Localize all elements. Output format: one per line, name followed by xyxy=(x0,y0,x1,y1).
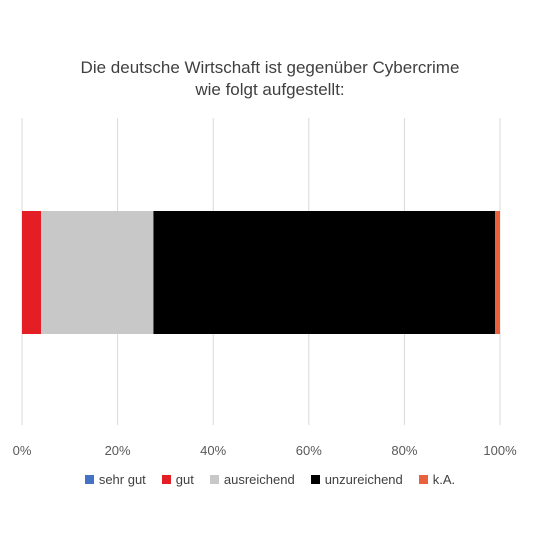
legend-swatch xyxy=(310,475,320,484)
legend-swatch xyxy=(418,475,428,484)
legend-label: sehr gut xyxy=(98,472,146,487)
legend-item: gut xyxy=(161,472,194,487)
x-tick-label: 0% xyxy=(13,443,32,458)
legend-label: gut xyxy=(175,472,194,487)
bar-segment-gut xyxy=(22,211,42,334)
bar-segment-ausreichend xyxy=(41,211,154,334)
x-tick-label: 20% xyxy=(105,443,131,458)
legend-swatch xyxy=(209,475,219,484)
legend-swatch xyxy=(84,475,94,484)
bar-segment-unzureichend xyxy=(153,211,496,334)
legend-swatch xyxy=(161,475,171,484)
x-tick-label: 80% xyxy=(391,443,417,458)
x-tick-label: 100% xyxy=(483,443,517,458)
legend: sehr gut gut ausreichend unzureichend k.A. xyxy=(0,472,540,487)
x-tick-label: 60% xyxy=(296,443,322,458)
legend-item: unzureichend xyxy=(310,472,403,487)
chart-title-line-1: Die deutsche Wirtschaft ist gegenüber Cy… xyxy=(80,58,460,77)
legend-label: unzureichend xyxy=(324,472,403,487)
legend-item: k.A. xyxy=(418,472,456,487)
legend-label: ausreichend xyxy=(223,472,295,487)
legend-item: sehr gut xyxy=(84,472,146,487)
legend-label: k.A. xyxy=(432,472,456,487)
chart-title-line-2: wie folgt aufgestellt: xyxy=(195,80,345,99)
legend-item: ausreichend xyxy=(209,472,295,487)
bar-segment-k-a- xyxy=(495,211,500,334)
x-tick-label: 40% xyxy=(200,443,226,458)
